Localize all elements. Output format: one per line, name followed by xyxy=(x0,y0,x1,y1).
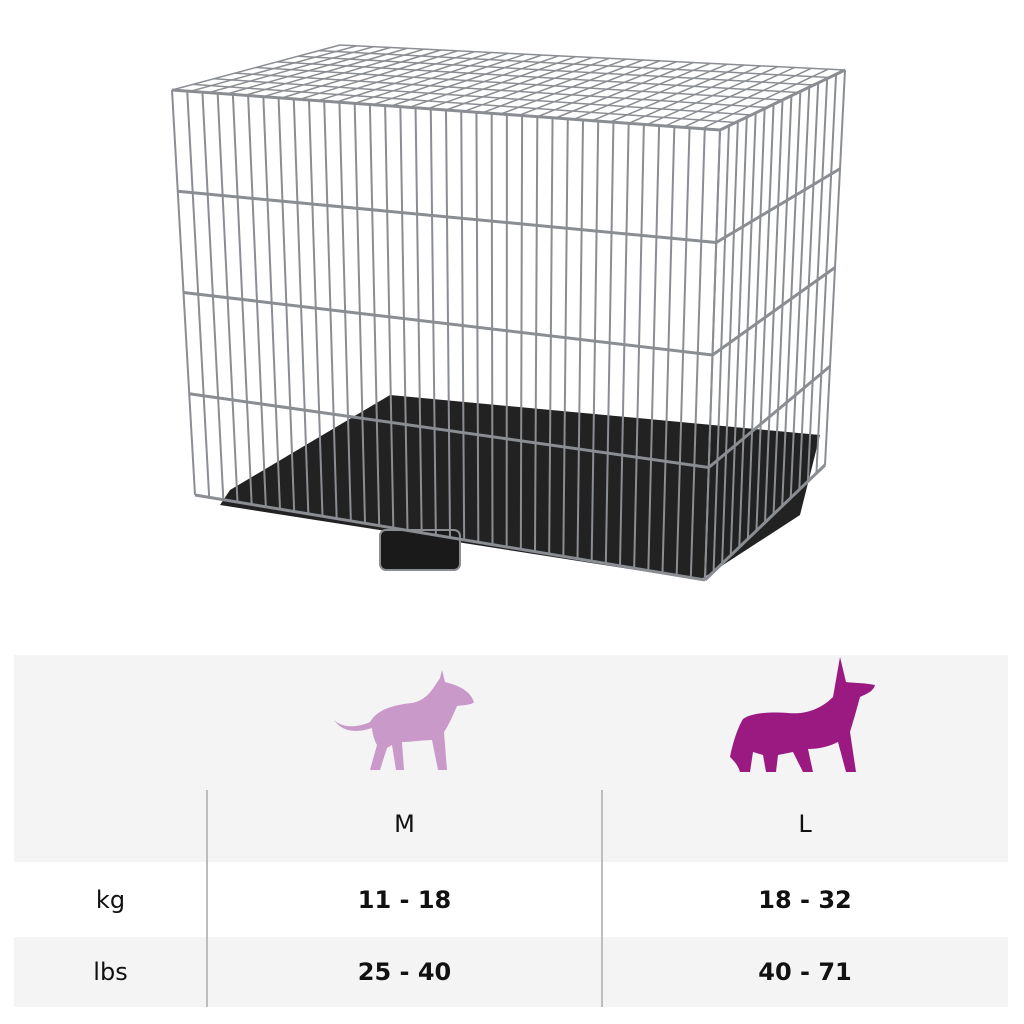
large-dog-icon xyxy=(730,657,875,772)
dog-crate-image xyxy=(171,44,846,582)
value-cell: 40 - 71 xyxy=(758,958,852,986)
size-table: M L kg 11 - 18 18 - 32 lbs 25 - 40 40 - … xyxy=(14,655,1008,1007)
unit-label: lbs xyxy=(93,958,128,986)
medium-dog-icon xyxy=(334,670,474,770)
column-divider xyxy=(206,790,208,1007)
value-cell: 11 - 18 xyxy=(357,885,452,914)
size-header-row: M L xyxy=(14,655,1008,862)
size-m-label: M xyxy=(394,810,415,838)
column-divider xyxy=(601,790,603,1007)
value-cell: 25 - 40 xyxy=(357,958,452,986)
table-row: lbs 25 - 40 40 - 71 xyxy=(14,937,1008,1007)
value-cell: 18 - 32 xyxy=(758,885,852,914)
size-l-label: L xyxy=(798,810,812,838)
table-row: kg 11 - 18 18 - 32 xyxy=(14,862,1008,937)
unit-label: kg xyxy=(95,885,126,914)
